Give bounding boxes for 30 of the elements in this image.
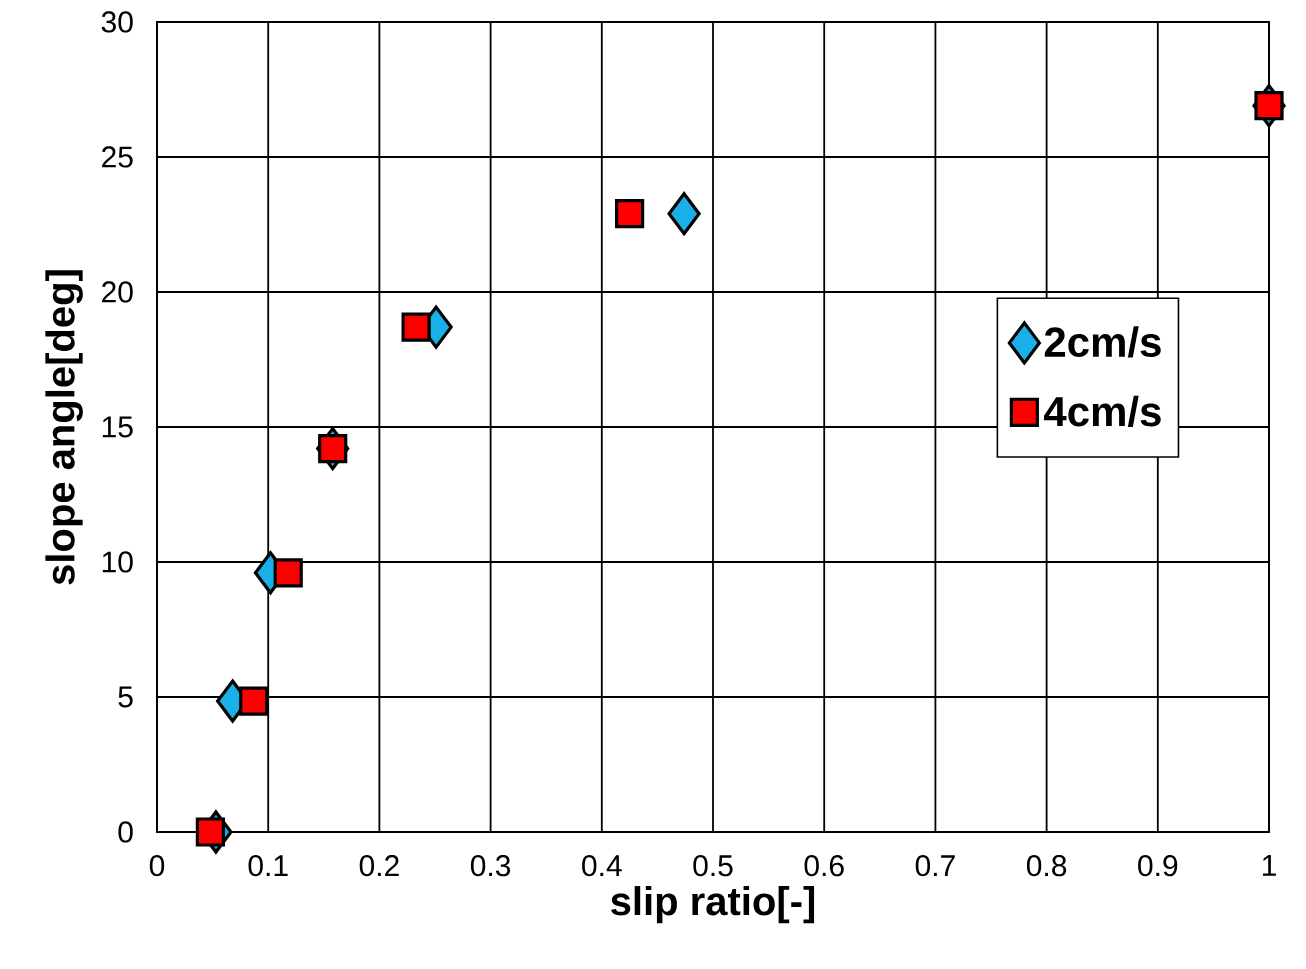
y-tick-label: 15 (102, 416, 133, 438)
y-axis-title: slope angle[deg] (45, 270, 83, 585)
x-tick-label: 0.7 (915, 855, 955, 877)
x-tick-label: 0.2 (359, 855, 399, 877)
x-tick-label: 0.8 (1026, 855, 1067, 877)
y-tick-label: 25 (102, 146, 133, 168)
point (401, 312, 431, 342)
x-tick-label: 0.1 (248, 855, 288, 877)
point (239, 686, 269, 716)
x-tick-label: 0.4 (582, 855, 622, 877)
point (615, 199, 645, 229)
y-tick-label: 30 (101, 11, 133, 33)
y-tick-label: 5 (118, 686, 133, 708)
point (318, 434, 348, 464)
x-tick-label: 0.9 (1138, 855, 1178, 877)
x-axis-title: slip ratio[-] (611, 886, 815, 924)
x-tick-label: 0.6 (804, 855, 844, 877)
point (273, 558, 303, 588)
legend-label: 2cm/s (1044, 326, 1161, 358)
x-tick-label: 0.3 (470, 855, 511, 877)
y-tick-label: 0 (118, 821, 133, 843)
legend-label: 4cm/s (1044, 395, 1161, 427)
x-tick-label: 1 (1262, 855, 1276, 876)
x-tick-label: 0.5 (693, 855, 733, 877)
point (667, 192, 701, 236)
x-tick-label: 0 (149, 855, 165, 877)
point (1254, 91, 1284, 121)
y-tick-label: 10 (102, 551, 133, 573)
y-tick-label: 20 (102, 281, 133, 303)
point (195, 817, 225, 847)
